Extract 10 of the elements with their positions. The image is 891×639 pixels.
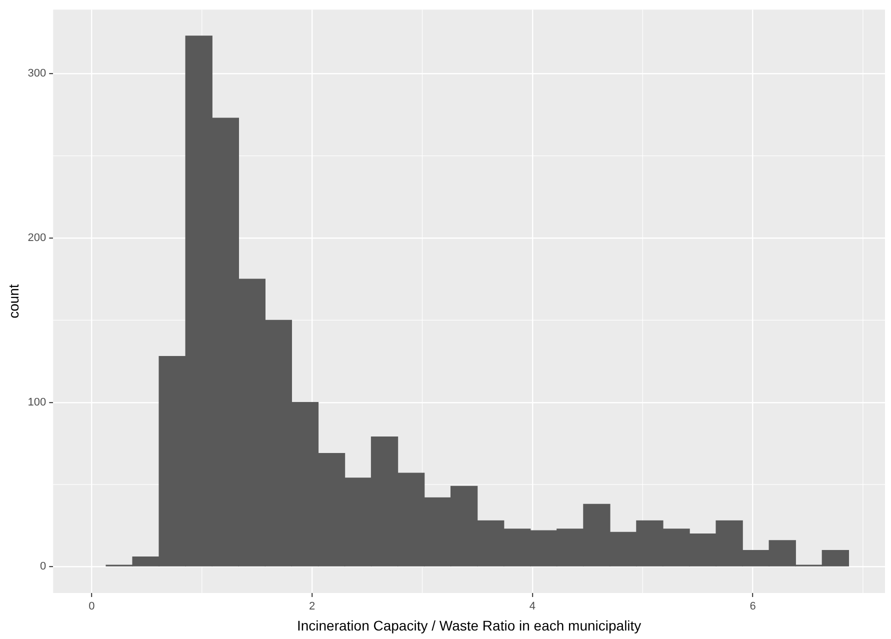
y-axis-title: count: [5, 284, 22, 318]
x-tick-label: 6: [750, 600, 756, 613]
x-tick-label: 4: [529, 600, 536, 613]
x-tick-label: 0: [88, 600, 95, 613]
y-tick-label: 200: [28, 232, 46, 244]
x-tick-label: 2: [309, 600, 316, 613]
y-tick-label: 300: [28, 68, 46, 80]
y-tick-label: 100: [28, 396, 46, 408]
x-axis-title: Incineration Capacity / Waste Ratio in each municipality: [296, 617, 642, 634]
y-tick-label: 0: [40, 560, 46, 573]
